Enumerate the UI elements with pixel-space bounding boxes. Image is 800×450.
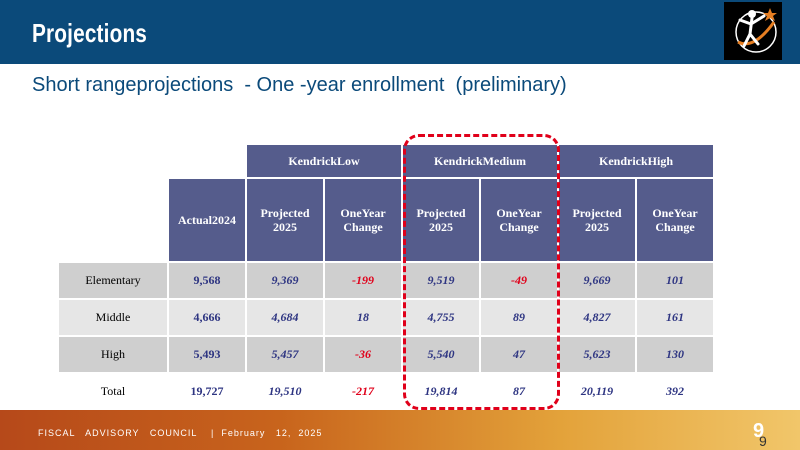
group-header-low: KendrickLow	[247, 145, 401, 177]
enrollment-table: KendrickLow KendrickMedium KendrickHigh …	[57, 143, 715, 411]
logo-icon	[724, 2, 782, 60]
table-cell: 89	[481, 300, 557, 335]
header-bar	[0, 0, 800, 64]
table-cell: 4,684	[247, 300, 323, 335]
table-cell: 19,510	[247, 374, 323, 409]
table-cell: 9,568	[169, 263, 245, 298]
page-number: 9	[753, 420, 765, 442]
col-header-medium-projected: Projected 2025	[403, 179, 479, 261]
subtitle: Short rangeprojections - One -year enrol…	[32, 74, 567, 96]
table-cell: 19,727	[169, 374, 245, 409]
table-cell: -217	[325, 374, 401, 409]
table-cell: 5,493	[169, 337, 245, 372]
table-cell: 18	[325, 300, 401, 335]
row-label: Total	[59, 374, 167, 409]
table-cell: 101	[637, 263, 713, 298]
table-cell: 161	[637, 300, 713, 335]
table-cell: 9,369	[247, 263, 323, 298]
col-header-low-projected: Projected 2025	[247, 179, 323, 261]
table-cell: 4,666	[169, 300, 245, 335]
group-header-medium: KendrickMedium	[403, 145, 557, 177]
table-cell: 9,519	[403, 263, 479, 298]
table-cell: 19,814	[403, 374, 479, 409]
table-cell: -36	[325, 337, 401, 372]
table-cell: 9,669	[559, 263, 635, 298]
table-cell: 4,827	[559, 300, 635, 335]
col-header-medium-change: OneYear Change	[481, 179, 557, 261]
footer-bar	[0, 410, 800, 450]
row-label: Elementary	[59, 263, 167, 298]
col-header-high-change: OneYear Change	[637, 179, 713, 261]
table-row-total: Total 19,727 19,510 -217 19,814 87 20,11…	[59, 374, 713, 409]
col-header-low-change: OneYear Change	[325, 179, 401, 261]
table-row-elementary: Elementary 9,568 9,369 -199 9,519 -49 9,…	[59, 263, 713, 298]
row-label: Middle	[59, 300, 167, 335]
col-header-high-projected: Projected 2025	[559, 179, 635, 261]
table-cell: 87	[481, 374, 557, 409]
table-row-high: High 5,493 5,457 -36 5,540 47 5,623 130	[59, 337, 713, 372]
table-row-middle: Middle 4,666 4,684 18 4,755 89 4,827 161	[59, 300, 713, 335]
table-cell: -49	[481, 263, 557, 298]
col-header-actual-2024: Actual2024	[169, 179, 245, 261]
row-label: High	[59, 337, 167, 372]
page-number-small: 9	[759, 433, 767, 449]
table-cell: 130	[637, 337, 713, 372]
table-cell: 4,755	[403, 300, 479, 335]
group-header-high: KendrickHigh	[559, 145, 713, 177]
page-title: Projections	[32, 18, 148, 48]
table-cell: 5,540	[403, 337, 479, 372]
table-cell: 5,623	[559, 337, 635, 372]
table-cell: 392	[637, 374, 713, 409]
table-cell: -199	[325, 263, 401, 298]
table-cell: 5,457	[247, 337, 323, 372]
table-cell: 47	[481, 337, 557, 372]
footer-text: FISCAL ADVISORY COUNCIL | February 12, 2…	[38, 428, 323, 438]
table-cell: 20,119	[559, 374, 635, 409]
